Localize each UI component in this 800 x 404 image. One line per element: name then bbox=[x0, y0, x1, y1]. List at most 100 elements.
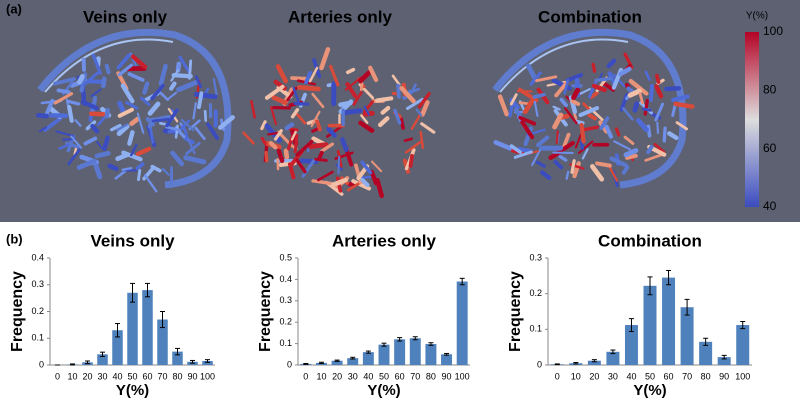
x-tick-label: 30 bbox=[608, 371, 618, 381]
vessel bbox=[107, 163, 119, 172]
vessel bbox=[493, 140, 516, 152]
vessel bbox=[183, 155, 207, 165]
vessel bbox=[272, 105, 291, 110]
bar bbox=[378, 344, 390, 365]
vessel bbox=[135, 146, 152, 157]
vessel bbox=[497, 94, 509, 117]
vessel bbox=[287, 162, 296, 180]
y-tick-label: 0.4 bbox=[279, 274, 292, 284]
x-tick-label: 0 bbox=[555, 371, 560, 381]
vessel bbox=[150, 164, 162, 173]
vessel bbox=[269, 106, 278, 126]
vessel bbox=[125, 100, 139, 110]
vessel bbox=[535, 135, 550, 148]
x-tick-label: 100 bbox=[455, 371, 470, 381]
vessel bbox=[555, 130, 559, 144]
vessel bbox=[260, 120, 267, 131]
vessel bbox=[80, 99, 99, 111]
y-tick-label: 0.3 bbox=[279, 295, 292, 305]
x-tick-label: 30 bbox=[97, 371, 107, 381]
vessel bbox=[310, 110, 321, 128]
y-tick-label: 0.3 bbox=[31, 279, 44, 289]
y-tick-label: 0 bbox=[287, 359, 292, 369]
y-tick-label: 0.2 bbox=[529, 288, 542, 298]
x-tick-label: 60 bbox=[395, 371, 405, 381]
vessel bbox=[150, 83, 165, 101]
vessel bbox=[91, 53, 102, 75]
vessel bbox=[595, 161, 612, 168]
vessel bbox=[56, 88, 71, 95]
x-tick-label: 50 bbox=[379, 371, 389, 381]
vessel bbox=[581, 125, 600, 132]
vessel bbox=[120, 83, 135, 104]
x-tick-label: 40 bbox=[626, 371, 636, 381]
x-tick-label: 70 bbox=[157, 371, 167, 381]
vessel bbox=[571, 87, 581, 101]
vessel bbox=[391, 74, 401, 86]
vessel bbox=[151, 117, 170, 123]
colorbar-tick-label: 100 bbox=[763, 24, 783, 38]
vessel bbox=[667, 131, 679, 141]
vessel bbox=[628, 78, 649, 96]
vessel bbox=[96, 141, 104, 150]
vessel bbox=[317, 170, 334, 182]
vessel bbox=[197, 91, 204, 110]
x-tick-label: 0 bbox=[303, 371, 308, 381]
vessel bbox=[655, 73, 661, 84]
vessel bbox=[104, 63, 111, 75]
vessel bbox=[662, 126, 667, 143]
y-tick-label: 0.4 bbox=[31, 252, 44, 262]
bar bbox=[362, 352, 374, 365]
vessel bbox=[147, 101, 161, 116]
vessel bbox=[656, 121, 659, 135]
colorbar-tick-label: 60 bbox=[763, 141, 777, 155]
vessel bbox=[135, 162, 145, 170]
vessel bbox=[267, 131, 279, 136]
x-tick-label: 90 bbox=[442, 371, 452, 381]
vessel bbox=[149, 126, 155, 144]
vessel bbox=[358, 120, 375, 133]
vessel bbox=[297, 84, 321, 92]
bar bbox=[409, 338, 421, 365]
vessel bbox=[337, 155, 341, 175]
bar bbox=[699, 341, 713, 365]
vessel-outline bbox=[44, 38, 174, 93]
vessel bbox=[275, 64, 289, 84]
bar bbox=[662, 277, 676, 365]
vessel bbox=[627, 88, 643, 98]
vessel bbox=[352, 91, 363, 106]
y-tick-label: 0 bbox=[39, 359, 44, 369]
vessel bbox=[307, 142, 329, 149]
y-tick-label: 0 bbox=[537, 359, 542, 369]
vessel bbox=[632, 101, 640, 113]
vessel bbox=[311, 179, 334, 186]
x-tick-label: 30 bbox=[348, 371, 358, 381]
vessel bbox=[129, 116, 141, 126]
vessel bbox=[408, 153, 414, 168]
x-tick-label: 40 bbox=[363, 371, 373, 381]
vessel bbox=[591, 62, 597, 73]
vessel bbox=[295, 158, 307, 174]
vessel bbox=[675, 121, 689, 131]
vessel bbox=[509, 144, 522, 154]
vessel bbox=[292, 86, 301, 106]
vessel bbox=[396, 83, 401, 99]
vessel bbox=[268, 140, 278, 150]
y-tick-label: 0.2 bbox=[31, 306, 44, 316]
vessel bbox=[572, 161, 581, 179]
y-axis-label: Frequency bbox=[507, 271, 524, 352]
y-axis-label: Frequency bbox=[257, 271, 274, 352]
vessel bbox=[319, 46, 331, 71]
vessel bbox=[671, 94, 690, 102]
vessel bbox=[167, 129, 178, 134]
vessel bbox=[582, 102, 591, 111]
vessel bbox=[139, 96, 151, 107]
bar bbox=[425, 344, 437, 365]
vessel bbox=[260, 136, 267, 146]
vessel bbox=[604, 124, 614, 139]
vessel bbox=[304, 70, 313, 85]
vessel bbox=[552, 112, 564, 130]
vessel bbox=[76, 158, 97, 170]
x-tick-label: 0 bbox=[55, 371, 60, 381]
vessel bbox=[161, 167, 170, 176]
